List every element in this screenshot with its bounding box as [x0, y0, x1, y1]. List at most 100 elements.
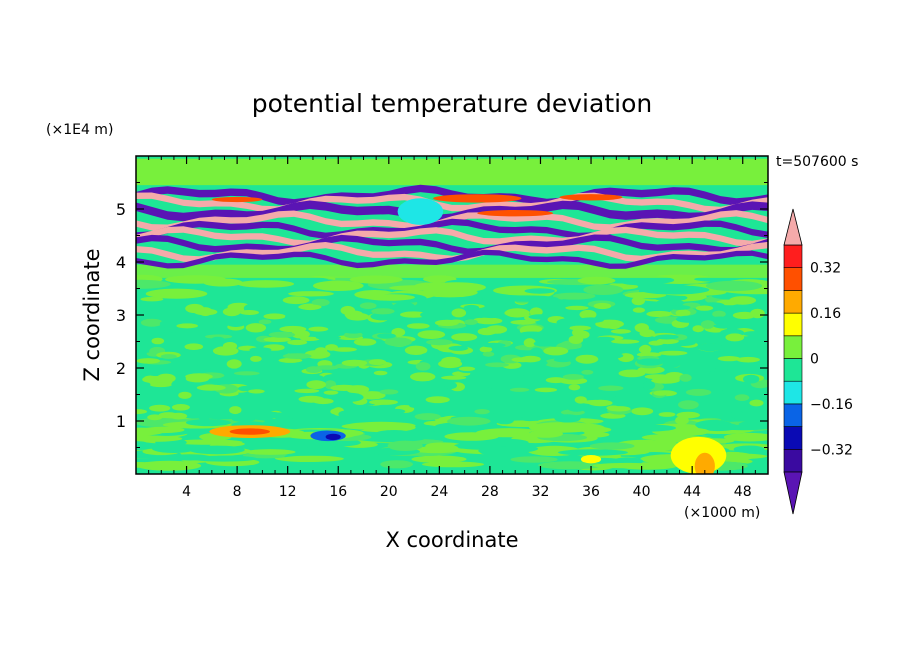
noise-cell: [580, 426, 612, 433]
noise-cell: [294, 388, 320, 394]
noise-cell: [554, 414, 581, 423]
noise-cell: [211, 336, 225, 342]
noise-cell: [266, 412, 294, 417]
noise-cell: [523, 338, 536, 348]
noise-cell: [196, 384, 226, 391]
noise-cell: [146, 369, 165, 377]
noise-cell: [325, 344, 338, 351]
noise-cell: [298, 304, 322, 310]
top-band: [136, 158, 768, 186]
noise-cell: [278, 357, 303, 363]
noise-cell: [606, 362, 630, 369]
noise-cell: [529, 307, 543, 317]
noise-cell: [736, 356, 760, 363]
noise-cell: [477, 327, 497, 336]
noise-cell: [335, 392, 364, 402]
noise-cell: [268, 331, 295, 338]
noise-cell: [190, 455, 258, 462]
noise-cell: [552, 292, 596, 300]
noise-cell: [245, 449, 296, 455]
noise-cell: [380, 460, 413, 469]
noise-cell: [384, 337, 412, 347]
noise-cell: [685, 388, 712, 396]
noise-cell: [375, 430, 413, 437]
noise-cell: [655, 334, 679, 340]
noise-cell: [364, 294, 415, 301]
noise-cell: [611, 339, 640, 344]
noise-cell: [692, 325, 704, 333]
noise-cell: [414, 413, 441, 421]
noise-cell: [419, 353, 435, 361]
noise-cell: [358, 391, 386, 400]
noise-cell: [509, 387, 530, 392]
noise-cell: [658, 350, 688, 356]
y-unit-label: (×1E4 m): [46, 122, 113, 138]
noise-cell: [510, 413, 539, 418]
noise-cell: [145, 288, 208, 299]
colorbar-segment: [783, 403, 803, 427]
noise-cell: [474, 409, 490, 415]
noise-cell: [495, 416, 514, 425]
x-unit-label: (×1000 m): [684, 505, 760, 521]
noise-cell: [598, 352, 624, 359]
noise-cell: [225, 317, 247, 327]
noise-cell: [485, 362, 509, 368]
noise-cell: [406, 323, 430, 329]
noise-cell: [510, 319, 536, 325]
noise-cell: [451, 308, 467, 318]
x-tick-label: 32: [532, 484, 550, 500]
noise-cell: [391, 327, 406, 337]
noise-cell: [370, 312, 396, 321]
noise-cell: [658, 412, 676, 417]
noise-cell: [731, 410, 744, 419]
noise-cell: [530, 347, 543, 357]
noise-cell: [717, 424, 768, 431]
noise-cell: [159, 319, 182, 329]
noise-cell: [400, 311, 428, 318]
noise-cell: [568, 384, 581, 391]
noise-cell: [568, 335, 584, 344]
noise-cell: [444, 432, 499, 441]
noise-cell: [140, 297, 164, 302]
noise-cell: [721, 389, 735, 395]
noise-cell: [460, 400, 486, 409]
noise-cell: [222, 307, 241, 317]
noise-cell: [493, 295, 559, 302]
noise-cell: [387, 440, 423, 451]
noise-cell: [598, 385, 624, 391]
noise-cell: [226, 359, 242, 369]
x-tick-label: 12: [279, 484, 297, 500]
noise-cell: [338, 410, 360, 419]
noise-cell: [463, 304, 480, 311]
contour-features: [209, 194, 727, 474]
colorbar-segment: [783, 290, 803, 314]
noise-cell: [415, 362, 431, 371]
noise-cell: [441, 356, 461, 365]
noise-cell: [249, 347, 272, 353]
feature-11: [211, 196, 263, 203]
noise-cell: [646, 310, 673, 318]
noise-cell: [171, 404, 190, 411]
noise-cell: [685, 369, 711, 376]
noise-cell: [581, 369, 594, 375]
noise-cell: [263, 313, 286, 320]
noise-cell: [618, 369, 646, 378]
noise-cell: [151, 444, 196, 453]
noise-cell: [520, 374, 547, 382]
noise-cell: [245, 323, 267, 333]
noise-cell: [713, 323, 736, 329]
band-2: [136, 200, 768, 224]
feature-8: [433, 194, 522, 203]
noise-cell: [602, 391, 617, 399]
colorbar-label: −0.16: [810, 397, 853, 413]
x-tick-label: 36: [582, 484, 600, 500]
noise-cell: [185, 303, 205, 314]
feature-3: [325, 433, 341, 441]
noise-cell: [592, 310, 616, 320]
noise-cell: [606, 322, 621, 330]
y-tick-label: 3: [116, 306, 126, 325]
noise-cell: [592, 462, 662, 469]
noise-cell: [714, 367, 728, 373]
noise-cell: [707, 316, 733, 324]
